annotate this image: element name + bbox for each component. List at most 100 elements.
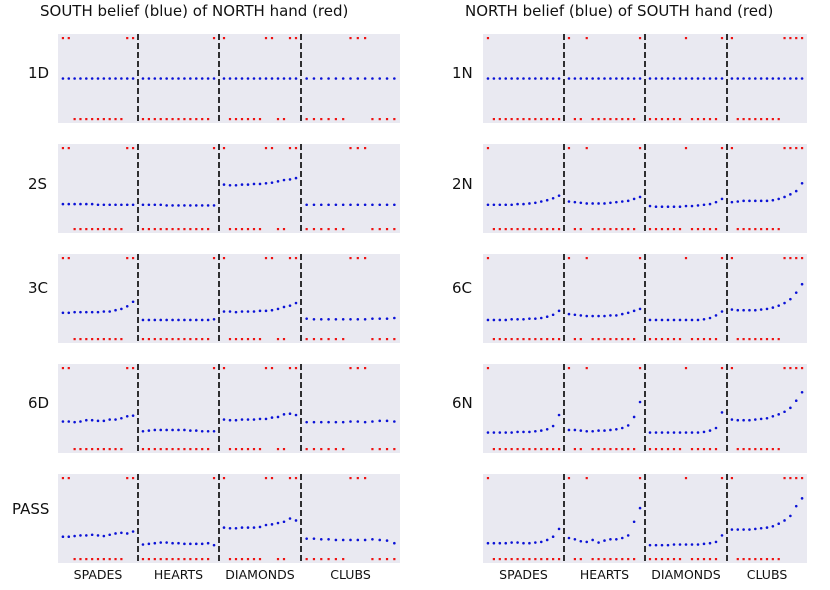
hand-card-mark: [228, 448, 232, 451]
hand-card-mark: [591, 118, 594, 121]
hand-card-mark: [603, 118, 606, 121]
hand-card-mark: [748, 558, 751, 561]
belief-point: [73, 420, 76, 424]
hand-card-mark: [654, 228, 658, 231]
hand-card-mark: [690, 338, 694, 341]
belief-point: [522, 430, 525, 434]
belief-point: [765, 77, 769, 80]
belief-point: [159, 318, 163, 322]
belief-point: [632, 77, 636, 80]
hand-card-mark: [742, 338, 745, 341]
column-title: SOUTH belief (blue) of NORTH hand (red): [40, 2, 349, 20]
belief-point: [349, 318, 352, 321]
hand-card-mark: [573, 228, 576, 231]
hand-card-mark: [627, 448, 630, 451]
hand-card-mark: [585, 477, 588, 480]
hand-card-mark: [591, 338, 594, 341]
hand-card-mark: [131, 257, 135, 260]
belief-point: [153, 77, 157, 80]
belief-point: [486, 431, 490, 434]
belief-point: [334, 77, 338, 80]
hand-card-mark: [288, 257, 292, 260]
row-label: 1D: [28, 64, 50, 82]
hand-card-mark: [264, 367, 268, 370]
belief-point: [486, 318, 490, 322]
hand-card-mark: [492, 228, 495, 231]
belief-point: [67, 535, 71, 538]
belief-point: [282, 77, 286, 80]
belief-point: [61, 311, 65, 315]
hand-card-mark: [120, 558, 123, 561]
belief-point: [609, 77, 612, 80]
hand-card-mark: [573, 448, 576, 451]
belief-point: [194, 77, 198, 80]
belief-point: [759, 417, 763, 421]
hand-card-mark: [603, 448, 606, 451]
belief-point: [591, 538, 594, 542]
hand-card-mark: [96, 338, 100, 341]
belief-point: [654, 431, 658, 434]
belief-point: [114, 77, 117, 80]
hand-card-mark: [795, 367, 798, 370]
hand-card-mark: [528, 118, 531, 121]
hand-card-mark: [696, 338, 700, 341]
belief-point: [378, 317, 382, 320]
hand-card-mark: [603, 338, 606, 341]
hand-card-mark: [108, 558, 111, 561]
belief-point: [648, 431, 652, 434]
hand-card-mark: [760, 118, 763, 121]
hand-card-mark: [79, 228, 82, 231]
hand-card-mark: [789, 257, 792, 260]
belief-point: [276, 77, 280, 80]
belief-point: [696, 204, 700, 207]
hand-card-mark: [615, 118, 618, 121]
hand-card-mark: [492, 448, 495, 451]
hand-card-mark: [540, 118, 543, 121]
belief-point: [714, 314, 718, 317]
hand-card-mark: [264, 257, 268, 260]
belief-point: [90, 418, 94, 422]
hand-card-mark: [91, 558, 94, 561]
belief-point: [171, 541, 174, 545]
belief-point: [371, 203, 374, 207]
row-label: 1N: [452, 64, 473, 82]
hand-card-mark: [228, 558, 232, 561]
hand-card-mark: [356, 477, 359, 480]
hand-card-mark: [108, 228, 111, 231]
hand-card-mark: [714, 448, 718, 451]
hand-card-mark: [114, 228, 117, 231]
belief-point: [393, 541, 396, 545]
hand-card-mark: [714, 228, 718, 231]
belief-point: [498, 318, 502, 322]
belief-point: [200, 77, 204, 80]
belief-point: [545, 198, 549, 202]
hand-card-mark: [597, 118, 600, 121]
belief-point: [736, 418, 740, 422]
hand-card-mark: [177, 338, 180, 341]
hand-card-mark: [760, 228, 763, 231]
hand-card-mark: [534, 448, 537, 451]
belief-panel: [483, 144, 807, 233]
hand-card-mark: [540, 338, 543, 341]
hand-card-mark: [765, 118, 769, 121]
belief-point: [626, 199, 630, 203]
belief-point: [305, 77, 308, 80]
hand-card-mark: [498, 118, 501, 121]
hand-card-mark: [627, 558, 630, 561]
hand-card-mark: [696, 118, 700, 121]
belief-point: [165, 77, 168, 80]
hand-card-mark: [305, 118, 308, 121]
belief-point: [567, 312, 571, 316]
belief-point: [736, 77, 740, 80]
belief-point: [516, 202, 519, 206]
hand-card-mark: [795, 477, 798, 480]
belief-point: [696, 318, 700, 322]
hand-card-mark: [342, 118, 345, 121]
hand-card-mark: [597, 228, 600, 231]
belief-panel: [483, 34, 807, 123]
hand-card-mark: [85, 448, 88, 451]
hand-card-mark: [312, 448, 316, 451]
belief-point: [702, 77, 706, 80]
belief-point: [654, 543, 658, 547]
row-label: 6N: [452, 394, 473, 412]
